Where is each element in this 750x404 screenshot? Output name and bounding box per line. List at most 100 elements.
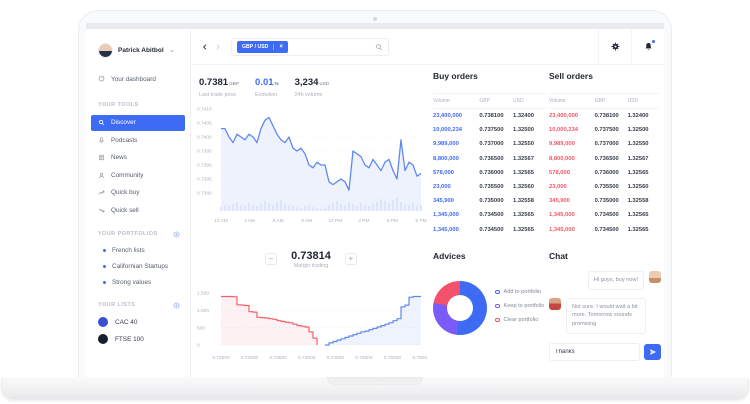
stat-24h-volume: 3,234USD 24h volume [295,72,329,98]
order-volume: 1,345,000 [549,212,575,219]
svg-text:12 PM: 12 PM [328,218,342,224]
margin-trading-control: – 0.73814 Margin trading + [195,250,427,269]
order-row[interactable]: 23,000 0.735500 1.32560 [433,180,545,194]
svg-text:12 AM: 12 AM [214,218,228,224]
svg-text:0.74000: 0.74000 [298,355,316,361]
sidebar-item-discover[interactable]: Discover [91,114,185,131]
chat-input[interactable] [549,342,640,361]
increment-button[interactable]: + [344,253,357,265]
pair-tag-label: GBP / USD [242,43,269,50]
order-row[interactable]: 8,800,000 0.736500 1.32567 [549,152,659,166]
order-row[interactable]: 23,000 0.735500 1.32560 [549,180,659,194]
close-icon[interactable]: × [273,43,283,50]
order-row[interactable]: 1,345,000 0.734500 1.32565 [549,223,659,237]
sidebar-item-quick-sell[interactable]: Quick sell [86,202,190,218]
stat-last-trade-price: 0.7381GBP Last trade price [199,72,239,98]
portfolio-item-californian-startups[interactable]: Californian Startups [86,259,190,275]
back-button[interactable] [201,43,209,51]
order-price: 1.32565 [513,212,534,219]
svg-text:0.73000: 0.73000 [241,355,259,361]
sidebar-item-podcasts[interactable]: Podcasts [86,132,190,148]
send-button[interactable] [644,343,661,360]
list-item-cac-40[interactable]: CAC 40 [86,314,190,331]
pair-tag[interactable]: GBP / USD × [237,40,288,53]
search-input[interactable] [292,43,370,50]
order-row[interactable]: 23,400,000 0.738100 1.32400 [549,109,659,123]
order-price: 0.737000 [594,141,619,148]
order-volume: 10,000,234 [433,127,463,134]
advices-donut-chart [433,281,487,335]
svg-text:9 AM: 9 AM [301,218,312,224]
section-your-lists: YOUR LISTS [86,291,190,314]
order-row[interactable]: 1,345,000 0.734500 1.32565 [549,208,659,222]
order-row[interactable]: 578,000 0.736000 1.32565 [433,166,545,180]
portfolio-item-strong-values[interactable]: Strong values [86,275,190,291]
svg-text:3 PM: 3 PM [358,218,369,224]
order-row[interactable]: 23,400,000 0.738100 1.32400 [433,109,545,123]
sidebar-item-label: Quick buy [111,189,140,196]
order-price: 0.734500 [594,212,619,219]
section-your-portfolios: YOUR PORTFOLIOS [86,220,190,243]
legend-item-keep-to-portfolio[interactable]: Keep to portfolio [495,303,544,309]
price-chart: 0.7410 0.7405 0.7400 0.7395 0.7390 0.7385 0.73… [195,101,427,227]
stat-label: Last trade price [199,92,237,98]
buy-orders-panel: Buy orders Volume GBP USD 23,400,000 0.73… [433,71,545,237]
portfolio-item-french-lists[interactable]: French lists [86,243,190,259]
order-volume: 23,400,000 [433,113,463,120]
order-price: 1.32500 [513,127,534,134]
message-bubble: Hi guys, buy now! [587,271,644,290]
legend-item-clear-portfolio[interactable]: Clear portfolio [495,317,544,323]
order-row[interactable]: 10,000,234 0.737500 1.32500 [433,123,545,137]
order-row[interactable]: 345,900 0.735000 1.32558 [549,194,659,208]
column-header: Volume [433,98,450,104]
order-volume: 23,400,000 [549,113,579,120]
legend-marker [495,289,500,295]
sidebar-item-news[interactable]: News [86,150,190,166]
sidebar-item-quick-buy[interactable]: Quick buy [86,185,190,201]
order-price: 1.32567 [513,155,534,162]
list-item-ftse-100[interactable]: FTSE 100 [86,331,190,348]
forward-button[interactable] [214,43,222,51]
advices-panel: Advices Add to portfolio Keep to portfoli… [433,251,545,335]
legend-marker [495,303,500,309]
user-menu[interactable]: Patrick Abitbol [86,37,190,68]
main-content: 0.7381GBP Last trade price 0.01% Evoluti… [191,65,664,377]
settings-button[interactable] [598,29,631,64]
svg-text:0.73500: 0.73500 [269,355,287,361]
order-row[interactable]: 1,345,000 0.734500 1.32565 [433,223,545,237]
order-price: 0.734500 [594,226,619,233]
svg-text:0.7385: 0.7385 [197,177,212,183]
add-list-button[interactable] [173,302,180,309]
svg-text:0.72500: 0.72500 [212,355,230,361]
portfolio-label: Californian Startups [112,263,169,270]
table-header: Volume GBP USD [433,93,545,109]
sidebar-item-label: Quick sell [111,206,139,214]
order-row[interactable]: 578,000 0.736000 1.32565 [549,166,659,180]
add-portfolio-button[interactable] [173,231,180,238]
stat-label: Evolution [255,92,278,98]
order-price: 0.737500 [594,127,619,134]
section-title: YOUR LISTS [98,302,136,308]
svg-text:0: 0 [197,343,200,349]
svg-text:0.7410: 0.7410 [197,107,212,113]
order-row[interactable]: 8,800,000 0.736500 1.32567 [433,152,545,166]
order-price: 0.735000 [479,198,504,205]
legend-item-add-to-portfolio[interactable]: Add to portfolio [495,289,544,295]
sidebar-item-label: Podcasts [111,136,138,144]
order-row[interactable]: 9,989,000 0.737000 1.32550 [549,137,659,151]
order-price: 1.32550 [513,141,534,148]
sidebar-item-your-dashboard[interactable]: Your dashboard [86,68,190,91]
sidebar-item-community[interactable]: Community [86,167,190,183]
decrement-button[interactable]: – [265,253,278,265]
svg-text:6 AM: 6 AM [273,218,284,224]
order-row[interactable]: 10,000,234 0.737500 1.32500 [549,123,659,137]
notifications-button[interactable] [631,29,664,64]
order-row[interactable]: 1,345,000 0.734500 1.32565 [433,208,545,222]
portfolio-label: French lists [112,247,145,254]
search-field[interactable]: GBP / USD × [231,37,389,56]
avatar [98,43,113,58]
chat-message: Hi guys, buy now! [549,271,661,290]
order-price: 1.32565 [513,226,534,233]
order-row[interactable]: 345,900 0.735000 1.32558 [433,194,545,208]
order-row[interactable]: 9,989,000 0.737000 1.32550 [433,137,545,151]
